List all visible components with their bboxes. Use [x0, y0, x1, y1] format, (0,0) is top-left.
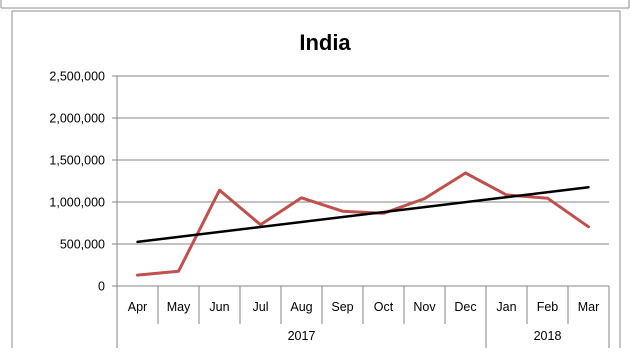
y-tick-label: 2,500,000	[49, 70, 105, 84]
year-group-label: 2018	[534, 329, 562, 343]
x-tick-label: Nov	[413, 300, 436, 314]
x-tick-label: May	[167, 300, 191, 314]
series-layer	[136, 171, 590, 277]
data-point	[177, 270, 180, 273]
y-tick-label: 1,000,000	[49, 196, 105, 210]
x-tick-label: Aug	[290, 300, 312, 314]
x-tick-label: Dec	[454, 300, 476, 314]
chart-title: India	[299, 30, 351, 55]
x-tick-label: Jan	[496, 300, 516, 314]
x-tick-label: Feb	[537, 300, 559, 314]
y-tick-label: 2,000,000	[49, 112, 105, 126]
y-tick-label: 0	[98, 280, 105, 294]
data-point	[218, 189, 221, 192]
x-axis: Apr May Jun Jul Aug Sep Oct Nov Dec Jan Feb Mar 2017…	[116, 285, 610, 348]
year-group-label: 2017	[288, 329, 316, 343]
x-tick-label: Jul	[253, 300, 269, 314]
x-tick-label: Oct	[374, 300, 394, 314]
trendline	[136, 186, 590, 244]
series-line	[136, 171, 590, 277]
grid-layer	[117, 75, 609, 245]
x-tick-label: Jun	[209, 300, 229, 314]
x-tick-label: Apr	[128, 300, 147, 314]
x-tick-label: Sep	[331, 300, 353, 314]
data-point	[423, 197, 426, 200]
data-point	[587, 225, 590, 228]
x-tick-label: Mar	[578, 300, 600, 314]
data-point	[505, 193, 508, 197]
y-axis-ticks: 0 500,000 1,000,000 1,500,000 2,000,000 2,500…	[49, 70, 118, 294]
y-tick-label: 500,000	[60, 238, 105, 252]
data-point	[546, 197, 549, 200]
y-tick-label: 1,500,000	[49, 154, 105, 168]
data-point	[464, 171, 467, 175]
data-point	[341, 210, 344, 213]
data-point	[259, 223, 262, 226]
data-point	[300, 196, 303, 199]
data-point	[136, 273, 139, 277]
